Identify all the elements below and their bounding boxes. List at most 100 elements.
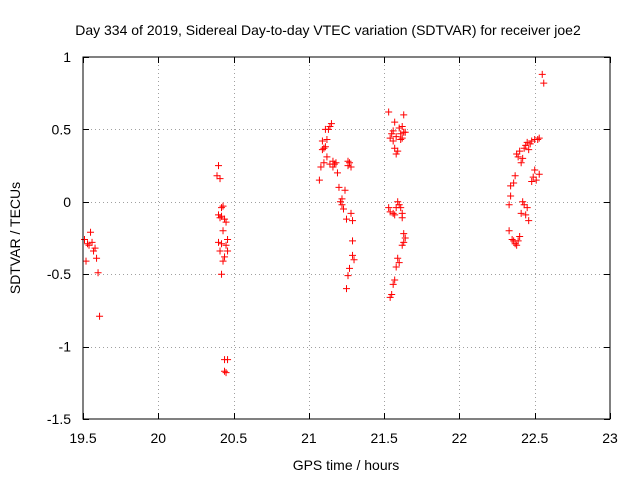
x-tick-label: 21.5 bbox=[371, 430, 398, 446]
data-point bbox=[224, 356, 232, 364]
data-point bbox=[94, 269, 102, 277]
data-point bbox=[535, 134, 543, 142]
data-point bbox=[221, 253, 229, 261]
data-point bbox=[218, 240, 226, 248]
data-point bbox=[510, 179, 518, 187]
data-point bbox=[81, 235, 89, 243]
y-axis-label: SDTVAR / TECUs bbox=[7, 182, 23, 294]
y-tick-label: 1 bbox=[63, 49, 71, 65]
data-point bbox=[528, 137, 536, 145]
data-point bbox=[395, 124, 403, 132]
data-point bbox=[519, 198, 527, 206]
x-tick-labels: 19.5 20 20.5 21 21.5 22 22.5 23 bbox=[69, 430, 618, 446]
data-point bbox=[394, 254, 402, 262]
data-point bbox=[326, 123, 334, 131]
data-point bbox=[534, 136, 542, 144]
data-point bbox=[344, 272, 352, 280]
data-point bbox=[398, 123, 406, 131]
data-point bbox=[219, 227, 227, 235]
data-point bbox=[397, 204, 405, 212]
data-point bbox=[540, 79, 548, 87]
data-point bbox=[520, 144, 528, 152]
data-point bbox=[346, 159, 354, 167]
data-point bbox=[96, 312, 104, 320]
data-point bbox=[336, 198, 344, 206]
x-tick-label: 19.5 bbox=[69, 430, 96, 446]
data-point bbox=[347, 163, 355, 171]
data-point bbox=[222, 369, 230, 377]
data-point bbox=[215, 162, 223, 170]
data-point bbox=[391, 276, 399, 284]
data-point bbox=[400, 111, 408, 119]
data-point bbox=[386, 208, 394, 216]
data-point bbox=[386, 293, 394, 301]
data-point bbox=[315, 176, 323, 184]
data-point bbox=[346, 264, 354, 272]
data-point bbox=[535, 170, 543, 178]
y-tick-label: -1 bbox=[59, 339, 72, 355]
data-point bbox=[391, 118, 399, 126]
data-point bbox=[517, 159, 525, 167]
x-tick-label: 21 bbox=[301, 430, 317, 446]
data-point bbox=[317, 163, 325, 171]
data-point bbox=[90, 247, 98, 255]
data-point bbox=[514, 153, 522, 161]
data-point bbox=[219, 257, 227, 265]
data-point bbox=[338, 195, 346, 203]
data-point bbox=[398, 134, 406, 142]
data-point bbox=[395, 259, 403, 267]
data-point bbox=[525, 146, 533, 154]
data-point bbox=[330, 160, 338, 168]
data-point bbox=[519, 154, 527, 162]
data-point bbox=[522, 141, 530, 149]
data-point bbox=[507, 182, 515, 190]
data-point bbox=[347, 209, 355, 217]
data-point bbox=[398, 241, 406, 249]
data-point bbox=[511, 172, 519, 180]
data-point bbox=[335, 183, 343, 191]
y-tick-label: -0.5 bbox=[47, 266, 71, 282]
data-point bbox=[529, 173, 537, 181]
data-point bbox=[216, 175, 224, 183]
data-point bbox=[507, 192, 515, 200]
data-point bbox=[389, 209, 397, 217]
data-point bbox=[323, 136, 331, 144]
data-point bbox=[321, 143, 329, 151]
x-tick-label: 20 bbox=[150, 430, 166, 446]
data-point bbox=[401, 128, 409, 136]
data-point bbox=[389, 137, 397, 145]
data-point bbox=[513, 241, 521, 249]
data-point bbox=[320, 144, 328, 152]
data-point bbox=[400, 238, 408, 246]
data-point bbox=[323, 153, 331, 161]
data-point bbox=[324, 125, 332, 133]
data-point bbox=[388, 130, 396, 138]
data-point bbox=[505, 201, 513, 209]
data-point bbox=[332, 159, 340, 167]
data-point bbox=[395, 201, 403, 209]
data-point bbox=[523, 204, 531, 212]
data-point bbox=[343, 285, 350, 293]
data-point bbox=[349, 251, 357, 259]
data-point bbox=[216, 214, 224, 222]
data-point bbox=[528, 178, 536, 186]
data-point bbox=[389, 127, 397, 135]
x-tick-label: 23 bbox=[602, 430, 618, 446]
data-point bbox=[221, 367, 229, 375]
data-point bbox=[91, 244, 99, 252]
data-point bbox=[397, 130, 405, 138]
data-point bbox=[327, 120, 335, 128]
data-point bbox=[391, 144, 399, 152]
data-point bbox=[349, 237, 357, 245]
data-point bbox=[218, 270, 226, 278]
data-point bbox=[350, 256, 358, 264]
data-point bbox=[343, 215, 350, 223]
data-point bbox=[87, 228, 95, 236]
data-point bbox=[82, 257, 90, 265]
data-point bbox=[333, 169, 341, 177]
data-point bbox=[215, 211, 223, 219]
y-tick-label: 0.5 bbox=[52, 121, 72, 137]
data-point bbox=[392, 133, 400, 141]
data-point bbox=[516, 233, 524, 241]
data-point bbox=[344, 162, 352, 170]
